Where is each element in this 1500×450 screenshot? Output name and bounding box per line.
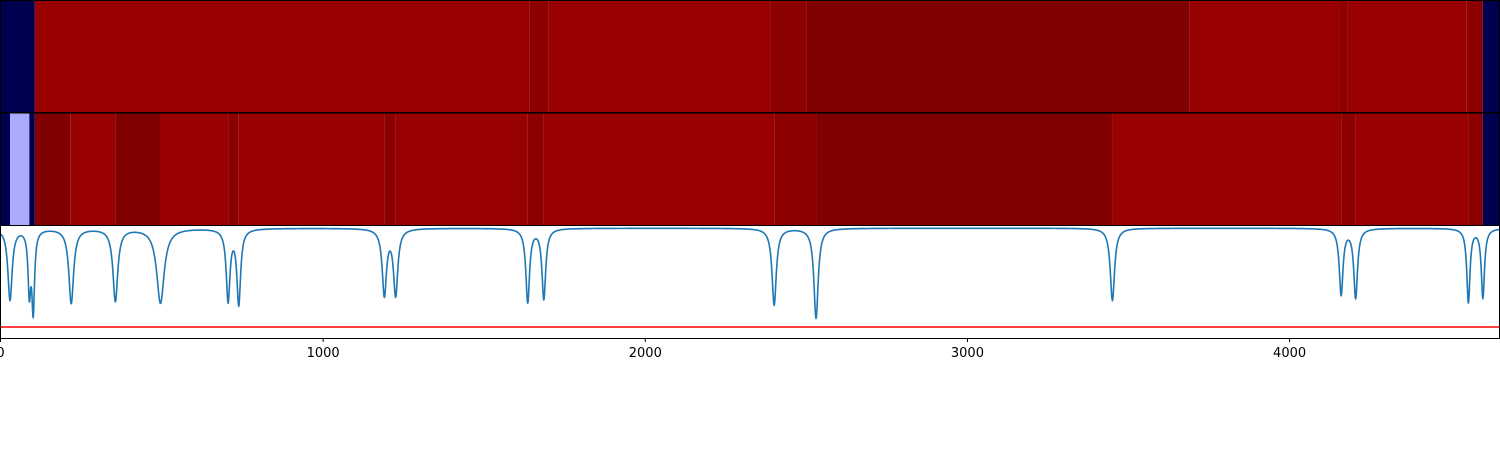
heatmap-top-segment [770, 1, 807, 112]
line-panel [0, 227, 1500, 328]
x-tick-label: 4000 [1273, 346, 1306, 361]
heatmap-top-segment [548, 1, 771, 112]
heatmap-middle-segment [384, 113, 396, 225]
heatmap-top-segment [1347, 1, 1467, 112]
heatmap-middle-segment [395, 113, 528, 225]
x-axis: 0 1000 2000 3000 4000 [0, 226, 1500, 361]
heatmap-top-segment [1189, 1, 1340, 112]
heatmap-middle-segment [1, 113, 11, 225]
heatmap-middle-segment [1341, 113, 1356, 225]
heatmap-middle-segment [10, 113, 30, 225]
heatmap-middle-segment [70, 113, 116, 225]
heatmap-top [1, 1, 1499, 112]
heatmap-middle [1, 113, 1499, 225]
heatmap-middle-segment [527, 113, 544, 225]
x-tick-label: 3000 [951, 346, 984, 361]
heatmap-middle-segment [1112, 113, 1342, 225]
heatmap-top-segment [529, 1, 549, 112]
heatmap-middle-segment [29, 113, 35, 225]
heatmap-middle-segment [1468, 113, 1483, 225]
heatmap-top-segment [1339, 1, 1348, 112]
heatmap-top-segment [1482, 1, 1499, 112]
heatmap-top-segment [34, 1, 530, 112]
heatmap-middle-segment [1355, 113, 1469, 225]
heatmap-middle-segment [543, 113, 775, 225]
heatmap-top-segment [1466, 1, 1483, 112]
heatmap-middle-segment [228, 113, 239, 225]
heatmap-middle-segment [115, 113, 161, 225]
heatmap-middle-segment [34, 113, 71, 225]
x-tick-label: 2000 [629, 346, 662, 361]
heatmap-middle-segment [160, 113, 229, 225]
x-tick-label: 1000 [307, 346, 340, 361]
series-line [0, 227, 1500, 320]
heatmap-middle-segment [238, 113, 385, 225]
x-tick-label: 0 [0, 346, 5, 361]
heatmap-middle-segment [774, 113, 817, 225]
heatmap-middle-segment [816, 113, 1113, 225]
heatmap-middle-segment [1482, 113, 1499, 225]
heatmap-top-segment [1, 1, 35, 112]
heatmap-top-segment [806, 1, 1190, 112]
